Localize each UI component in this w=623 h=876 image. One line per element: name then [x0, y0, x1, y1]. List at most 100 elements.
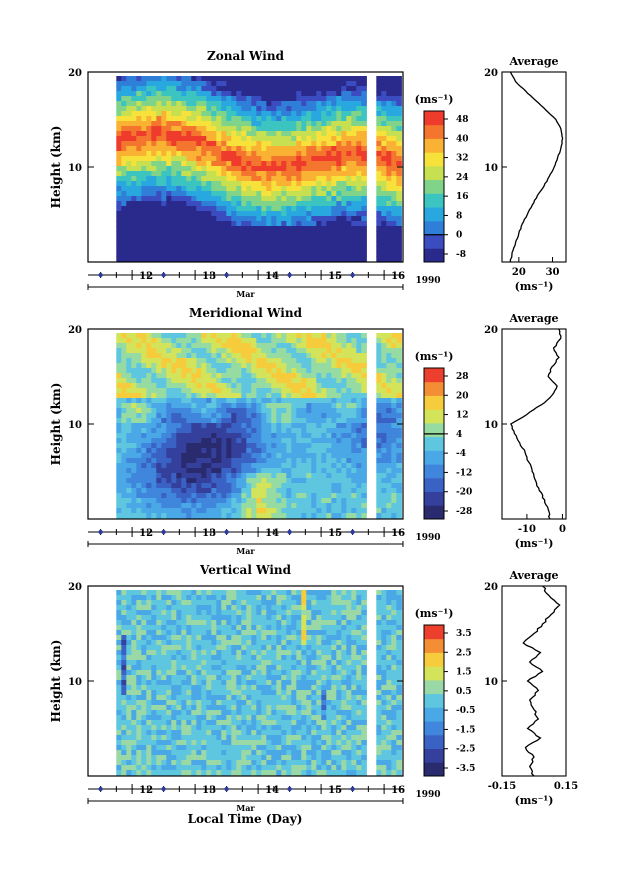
heatmap-cell	[356, 453, 362, 459]
heatmap-cell	[206, 610, 212, 616]
heatmap-cell	[311, 206, 317, 212]
heatmap-cell	[286, 645, 292, 651]
heatmap-cell	[191, 408, 197, 414]
heatmap-cell	[186, 645, 192, 651]
heatmap-cell	[206, 378, 212, 384]
heatmap-cell	[126, 196, 132, 202]
heatmap-cell	[216, 453, 222, 459]
heatmap-cell	[206, 600, 212, 606]
heatmap-cell	[181, 383, 187, 389]
heatmap-cell	[261, 493, 267, 499]
heatmap-cell	[256, 101, 262, 107]
heatmap-cell	[376, 348, 382, 354]
heatmap-cell	[246, 635, 252, 641]
heatmap-cell	[306, 363, 312, 369]
heatmap-cell	[151, 630, 157, 636]
heatmap-cell	[301, 630, 307, 636]
heatmap-cell	[256, 131, 262, 137]
heatmap-cell	[391, 478, 397, 484]
heatmap-cell	[376, 635, 382, 641]
heatmap-cell	[246, 645, 252, 651]
heatmap-cell	[236, 408, 242, 414]
heatmap-cell	[241, 483, 247, 489]
heatmap-cell	[281, 473, 287, 479]
heatmap-cell	[206, 221, 212, 227]
heatmap-cell	[141, 610, 147, 616]
heatmap-cell	[381, 363, 387, 369]
heatmap-cell	[121, 468, 127, 474]
heatmap-cell	[361, 236, 367, 242]
heatmap-cell	[396, 640, 402, 646]
heatmap-cell	[116, 156, 122, 162]
heatmap-cell	[241, 206, 247, 212]
heatmap-cell	[181, 76, 187, 82]
heatmap-cell	[306, 378, 312, 384]
heatmap-cell	[136, 378, 142, 384]
heatmap-cell	[161, 81, 167, 87]
heatmap-cell	[301, 438, 307, 444]
heatmap-cell	[241, 443, 247, 449]
heatmap-cell	[246, 181, 252, 187]
heatmap-cell	[321, 403, 327, 409]
heatmap-cell	[396, 76, 402, 82]
heatmap-cell	[116, 146, 122, 152]
heatmap-cell	[251, 353, 257, 359]
heatmap-cell	[216, 121, 222, 127]
heatmap-cell	[251, 76, 257, 82]
heatmap-cell	[236, 448, 242, 454]
heatmap-cell	[181, 478, 187, 484]
heatmap-cell	[376, 236, 382, 242]
heatmap-cell	[291, 141, 297, 147]
heatmap-cell	[206, 251, 212, 257]
heatmap-cell	[156, 413, 162, 419]
heatmap-cell	[311, 433, 317, 439]
heatmap-cell	[236, 433, 242, 439]
heatmap-cell	[126, 508, 132, 514]
heatmap-cell	[266, 590, 272, 596]
heatmap-cell	[186, 448, 192, 454]
heatmap-cell	[121, 91, 127, 97]
heatmap-cell	[176, 503, 182, 509]
heatmap-cell	[311, 610, 317, 616]
heatmap-cell	[271, 171, 277, 177]
heatmap-cell	[181, 106, 187, 112]
heatmap-cell	[306, 498, 312, 504]
heatmap-cell	[256, 116, 262, 122]
heatmap-cell	[376, 196, 382, 202]
heatmap-cell	[386, 403, 392, 409]
heatmap-cell	[191, 201, 197, 207]
heatmap-cell	[201, 590, 207, 596]
heatmap-cell	[201, 508, 207, 514]
heatmap-cell	[256, 403, 262, 409]
heatmap-cell	[386, 620, 392, 626]
heatmap-cell	[301, 186, 307, 192]
heatmap-cell	[251, 101, 257, 107]
heatmap-cell	[141, 363, 147, 369]
heatmap-cell	[221, 358, 227, 364]
heatmap-cell	[191, 635, 197, 641]
heatmap-cell	[276, 81, 282, 87]
heatmap-cell	[201, 498, 207, 504]
heatmap-cell	[116, 458, 122, 464]
heatmap-cell	[121, 141, 127, 147]
heatmap-cell	[271, 161, 277, 167]
heatmap-cell	[116, 236, 122, 242]
heatmap-cell	[176, 433, 182, 439]
heatmap-cell	[176, 468, 182, 474]
heatmap-cell	[121, 246, 127, 252]
heatmap-cell	[391, 146, 397, 152]
heatmap-cell	[211, 191, 217, 197]
heatmap-cell	[336, 116, 342, 122]
heatmap-cell	[151, 368, 157, 374]
heatmap-cell	[216, 423, 222, 429]
heatmap-cell	[196, 645, 202, 651]
heatmap-cell	[331, 428, 337, 434]
heatmap-cell	[176, 368, 182, 374]
heatmap-cell	[306, 488, 312, 494]
heatmap-cell	[396, 156, 402, 162]
heatmap-cell	[231, 403, 237, 409]
heatmap-cell	[261, 428, 267, 434]
heatmap-cell	[246, 373, 252, 379]
heatmap-cell	[376, 161, 382, 167]
heatmap-cell	[316, 86, 322, 92]
